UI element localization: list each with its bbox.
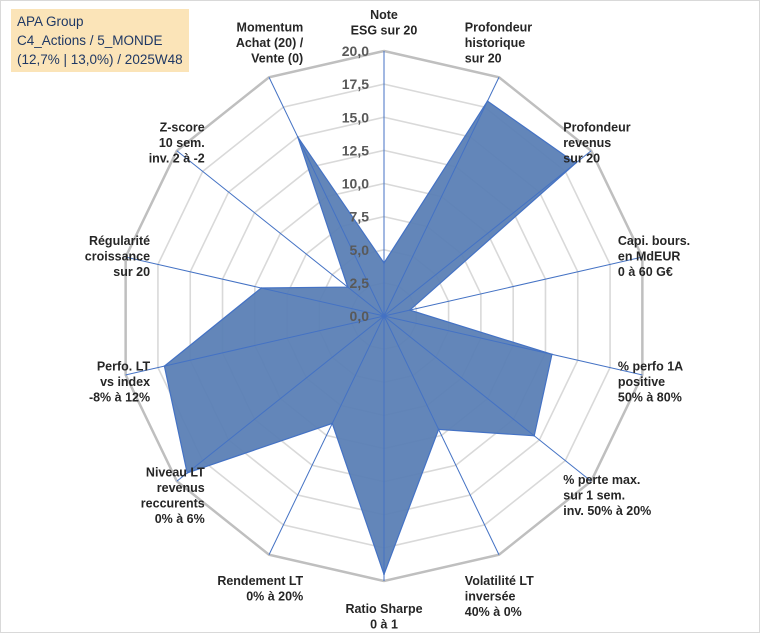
axis-label: Régularité croissance sur 20 [85,234,150,279]
info-category: C4_Actions / 5_MONDE [17,33,163,48]
axis-spoke [383,150,592,317]
axis-spoke [268,315,385,555]
axis-label: % perte max. sur 1 sem. inv. 50% à 20% [563,473,651,518]
axis-label: Perfo. LT vs index -8% à 12% [89,360,151,405]
axis-label: Note ESG sur 20 [351,8,418,38]
tick-label: 12,5 [342,142,369,158]
data-point [437,428,440,431]
data-point [331,422,334,425]
tick-label: 17,5 [342,76,369,92]
axis-spoke [383,315,500,555]
tick-label: 0,0 [350,308,370,324]
axis-spoke [125,256,385,317]
radar-series [125,51,643,581]
data-point [296,136,299,138]
tick-label: 5,0 [350,242,370,258]
axis-spoke [383,315,592,482]
axis-label: Ratio Sharpe 0 à 1 [345,602,422,632]
tick-label: 20,0 [342,43,369,59]
axis-spoke [176,150,385,317]
data-point [574,162,577,164]
axis-labels: Note ESG sur 20 Profondeur historique sur 20… [85,8,690,632]
axis-label: Niveau LT revenus reccurents 0% à 6% [141,465,205,526]
data-point [551,353,553,356]
tick-label: 15,0 [342,109,369,125]
axis-label: Volatilité LT inversée 40% à 0% [465,574,534,619]
axis-spoke [383,256,643,317]
data-point [533,434,536,437]
data-point [409,309,411,311]
data-point [260,287,263,289]
axis-label: Momentum Achat (20) / Vente (0) [236,21,304,66]
axis-spoke [125,315,385,376]
axis-label: % perfo 1A positive 50% à 80% [618,360,683,405]
axis-spoke [383,77,500,317]
axis-spoke [176,315,385,482]
data-point [346,286,349,288]
tick-label: 10,0 [342,176,369,192]
info-title: APA Group [17,14,84,29]
tick-label: 2,5 [350,275,370,291]
axis-label: Capi. bours. en MdEUR 0 à 60 G€ [618,234,690,279]
axis-label: Profondeur historique sur 20 [465,21,532,66]
radial-tick-labels: 0,0 2,5 5,0 7,5 10,0 12,5 15,0 17,5 20,0 [342,43,369,324]
data-point [383,573,385,576]
info-box: APA Group C4_Actions / 5_MONDE (12,7% | … [11,9,189,72]
data-point [383,262,385,264]
axis-spoke [383,315,643,376]
data-point [186,472,188,474]
axis-label: Rendement LT 0% à 20% [217,574,303,604]
info-stats: (12,7% | 13,0%) / 2025W48 [17,52,183,67]
tick-label: 7,5 [350,209,370,225]
axis-label: Z-score 10 sem. inv. 2 à -2 [149,120,205,165]
axis-label: Profondeur revenus sur 20 [563,120,630,165]
axis-spoke [268,77,385,317]
data-point [486,100,489,102]
data-point [163,365,166,367]
